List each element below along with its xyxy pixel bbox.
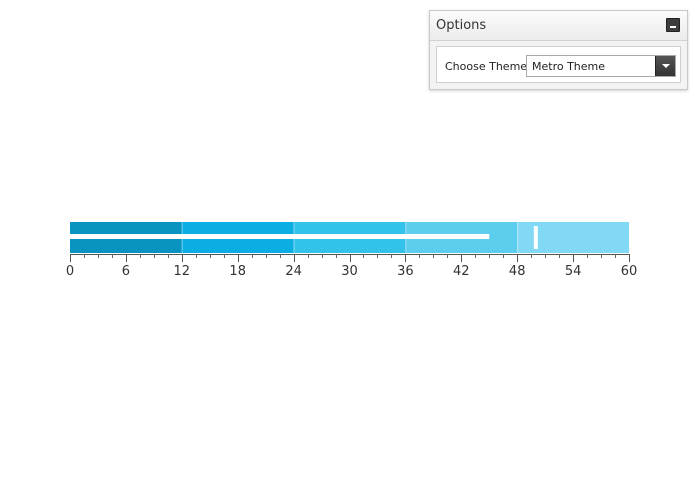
tick-label: 6 — [122, 264, 130, 279]
scale: 0 6 12 18 24 30 36 42 48 54 60 — [66, 254, 637, 279]
tick-label: 24 — [285, 264, 302, 279]
comparative-measure-marker — [533, 226, 538, 249]
chevron-down-icon — [662, 64, 670, 68]
minus-icon — [670, 26, 676, 28]
tick-label: 60 — [621, 264, 638, 279]
tick-label: 54 — [565, 264, 582, 279]
tick-label: 48 — [509, 264, 526, 279]
tick-label: 18 — [229, 264, 246, 279]
measures — [70, 226, 538, 249]
theme-dropdown-value: Metro Theme — [532, 60, 606, 73]
featured-measure-bar — [70, 234, 490, 239]
tick-label: 42 — [453, 264, 470, 279]
tick-label: 30 — [341, 264, 358, 279]
tick-label: 0 — [66, 264, 74, 279]
dropdown-arrow-button[interactable] — [655, 56, 675, 76]
options-title: Options — [436, 18, 487, 33]
options-body: Choose Theme: Metro Theme — [436, 46, 681, 83]
options-header: Options — [430, 11, 687, 41]
tick-label: 12 — [174, 264, 191, 279]
collapse-button[interactable] — [666, 18, 680, 32]
theme-dropdown[interactable]: Metro Theme — [526, 55, 676, 77]
tick-label: 36 — [397, 264, 414, 279]
choose-theme-label: Choose Theme: — [445, 60, 531, 73]
options-panel: Options Choose Theme: Metro Theme — [429, 10, 688, 90]
